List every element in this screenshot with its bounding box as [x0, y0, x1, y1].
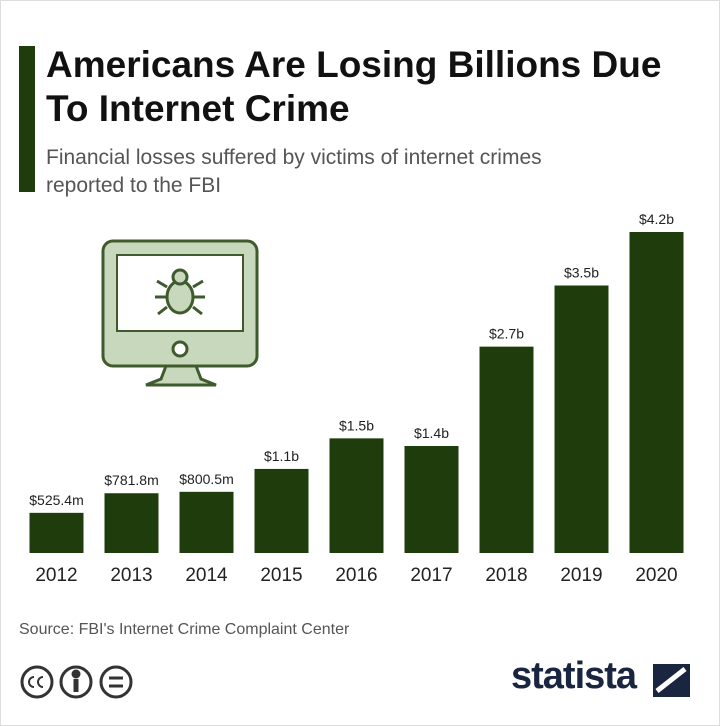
license-icons [20, 665, 133, 699]
bar [179, 491, 234, 553]
value-label: $781.8m [104, 472, 158, 488]
value-label: $1.1b [264, 448, 299, 464]
brand-icon [653, 664, 690, 697]
bar [254, 468, 309, 553]
x-tick-label: 2020 [635, 565, 677, 586]
x-tick-label: 2014 [185, 565, 228, 586]
x-tick-label: 2015 [260, 565, 302, 586]
x-tick-label: 2019 [560, 565, 602, 586]
x-tick-label: 2018 [485, 565, 527, 586]
value-label: $525.4m [29, 492, 83, 508]
bar [629, 232, 684, 553]
accent-bar [19, 46, 35, 192]
x-tick-label: 2012 [35, 565, 77, 586]
value-label: $3.5b [564, 265, 599, 281]
bar [554, 285, 609, 553]
value-label: $4.2b [639, 211, 674, 227]
value-label: $2.7b [489, 326, 524, 342]
value-label: $800.5m [179, 471, 233, 487]
value-label: $1.5b [339, 417, 374, 433]
source-note: Source: FBI's Internet Crime Complaint C… [19, 621, 350, 638]
chart-title: Americans Are Losing Billions Due To Int… [46, 44, 662, 129]
monitor-icon [101, 239, 259, 387]
value-label: $1.4b [414, 425, 449, 441]
x-tick-label: 2013 [110, 565, 152, 586]
x-tick-label: 2016 [335, 565, 377, 586]
bar [29, 512, 84, 553]
chart-subtitle: Financial losses suffered by victims of … [46, 146, 542, 197]
bar [479, 346, 534, 553]
bar [404, 446, 459, 553]
x-tick-label: 2017 [410, 565, 452, 586]
bar [329, 438, 384, 553]
bar [104, 493, 159, 553]
brand-logo: statista [511, 655, 637, 697]
